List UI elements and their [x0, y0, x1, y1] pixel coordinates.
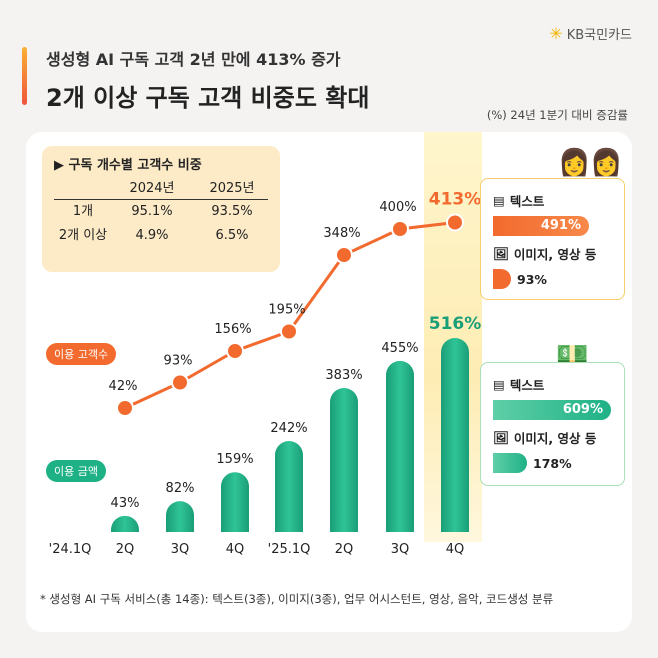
x-tick-label: 3Q: [170, 542, 190, 557]
amount-image-bar: [493, 453, 527, 473]
title-accent-bar: [22, 47, 27, 105]
line-point: [226, 342, 244, 360]
legend-customers: 이용 고객수: [46, 343, 117, 365]
table-header: 2024년 2025년: [54, 179, 268, 200]
table-title: ▶ 구독 개수별 고객수 비중: [54, 158, 202, 173]
amount-text-bar: 609%: [493, 400, 611, 420]
x-tick-label: 4Q: [225, 542, 245, 557]
bar-data-label: 516%: [429, 314, 482, 334]
bar-data-label: 159%: [216, 452, 253, 467]
unit-note: (%) 24년 1분기 대비 증감률: [486, 108, 628, 122]
text-doc-icon: ▤: [493, 377, 505, 392]
brand-name: KB국민카드: [566, 28, 632, 43]
line-data-label: 93%: [164, 354, 193, 369]
brand-logo: ✳ KB국민카드: [549, 24, 632, 43]
title-line2: 2개 이상 구독 고객 비중도 확대: [46, 84, 370, 112]
line-data-label: 413%: [429, 190, 482, 210]
x-tick-label: 2Q: [115, 542, 135, 557]
title-line1: 생성형 AI 구독 고객 2년 만에 413% 증가: [46, 50, 341, 69]
line-point: [171, 373, 189, 392]
x-tick-label: 2Q: [334, 542, 354, 557]
bar-amount: [221, 472, 249, 532]
bar-data-label: 43%: [111, 496, 140, 511]
image-icon: 🖼: [493, 429, 509, 445]
line-data-label: 348%: [323, 226, 360, 241]
bar-amount: [111, 515, 139, 532]
bar-amount: [166, 501, 194, 532]
x-tick-label: 4Q: [445, 542, 465, 557]
customers-people-icon: 👩👩: [558, 148, 623, 178]
bar-amount: [386, 360, 414, 532]
x-tick-label: '24.1Q: [48, 542, 92, 557]
bar-amount: [441, 338, 469, 532]
bar-data-label: 455%: [381, 341, 418, 356]
line-point: [280, 322, 298, 341]
legend-amount: 이용 금액: [46, 460, 106, 482]
customers-popup: ▤ 텍스트 491% 🖼 이미지, 영상 등 93%: [480, 178, 625, 300]
kb-star-icon: ✳: [549, 24, 563, 43]
line-point: [391, 220, 409, 238]
footnote: * 생성형 AI 구독 서비스(총 14종): 텍스트(3종), 이미지(3종)…: [40, 592, 554, 606]
x-tick-label: '25.1Q: [267, 542, 311, 557]
bar-data-label: 383%: [325, 368, 362, 383]
amount-popup: ▤ 텍스트 609% 🖼 이미지, 영상 등 178%: [480, 362, 625, 486]
share-table: ▶ 구독 개수별 고객수 비중 2024년 2025년 1개 95.1% 93.5% …: [42, 146, 280, 272]
bar-data-label: 82%: [166, 481, 195, 496]
customers-image-bar: [493, 269, 511, 289]
table-row: 1개 95.1% 93.5%: [72, 204, 253, 219]
line-point: [116, 399, 134, 417]
image-icon: 🖼: [493, 245, 509, 261]
line-data-label: 42%: [109, 379, 138, 394]
line-data-label: 400%: [379, 200, 416, 215]
text-doc-icon: ▤: [493, 193, 505, 208]
bar-data-label: 242%: [270, 421, 307, 436]
line-point: [335, 246, 353, 264]
line-data-label: 195%: [268, 303, 305, 318]
bar-amount: [275, 441, 303, 532]
x-tick-label: 3Q: [390, 542, 410, 557]
table-row: 2개 이상 4.9% 6.5%: [58, 228, 249, 243]
customers-text-bar: 491%: [493, 216, 589, 236]
line-data-label: 156%: [214, 322, 251, 337]
line-point: [446, 213, 464, 232]
bar-amount: [330, 388, 358, 532]
